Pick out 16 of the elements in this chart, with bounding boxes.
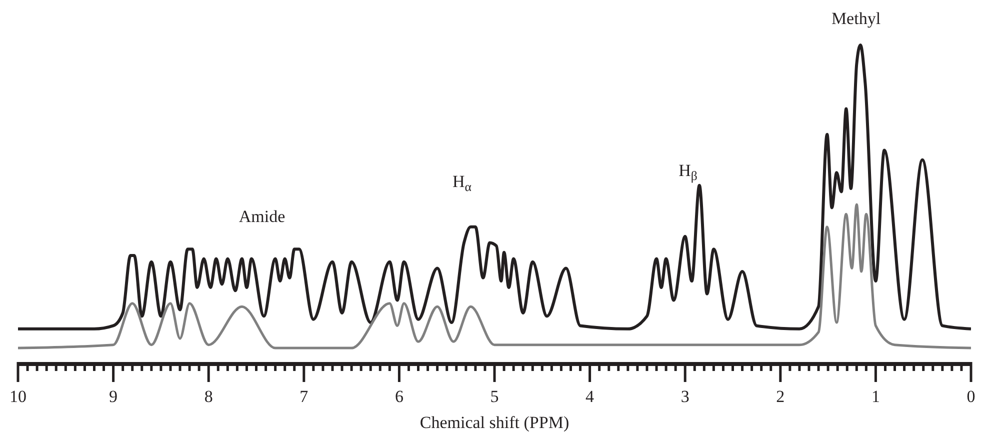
x-tick-label: 0 <box>966 387 976 406</box>
x-tick-label: 7 <box>300 387 309 406</box>
annotation: H$_{α}$ <box>452 172 472 194</box>
x-axis-title: Chemical shift (PPM) <box>420 413 570 432</box>
annotation: H$_{β}$ <box>678 161 698 183</box>
x-tick-label: 2 <box>776 387 785 406</box>
x-tick-label: 5 <box>490 387 499 406</box>
x-tick-label: 9 <box>109 387 118 406</box>
x-tick-label: 4 <box>586 387 595 406</box>
x-tick-label: 3 <box>680 387 690 406</box>
x-tick-label: 8 <box>204 387 213 406</box>
text: Methyl <box>831 9 881 28</box>
x-tick-label: 6 <box>394 387 404 406</box>
x-tick-label: 1 <box>871 387 880 406</box>
annotation: Amide <box>238 207 286 226</box>
x-tick-label: 10 <box>10 387 26 406</box>
